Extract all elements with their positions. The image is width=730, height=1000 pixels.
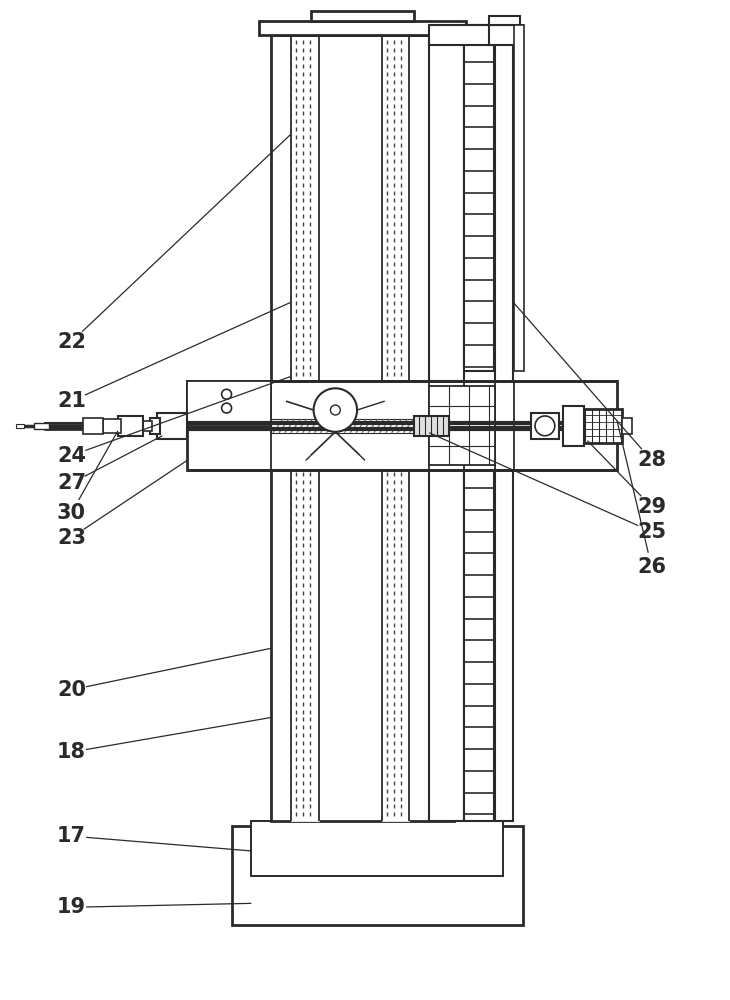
Bar: [429, 470, 464, 821]
Text: 22: 22: [57, 332, 86, 352]
Bar: [34, 423, 49, 429]
Bar: [16, 424, 24, 428]
Text: 20: 20: [57, 680, 86, 700]
Text: 27: 27: [57, 473, 86, 493]
Text: 25: 25: [637, 522, 666, 542]
Circle shape: [331, 405, 340, 415]
Text: 19: 19: [57, 897, 86, 917]
Bar: [514, 25, 524, 371]
Circle shape: [222, 403, 231, 413]
Bar: [496, 30, 513, 821]
Bar: [259, 21, 466, 35]
Text: 26: 26: [637, 557, 666, 577]
Bar: [488, 16, 520, 25]
Bar: [464, 25, 493, 371]
Text: 23: 23: [57, 528, 86, 548]
Bar: [83, 418, 103, 434]
Bar: [429, 35, 464, 381]
Text: 21: 21: [57, 391, 86, 411]
Bar: [271, 35, 454, 381]
Circle shape: [535, 416, 555, 436]
Text: 29: 29: [637, 497, 666, 517]
Bar: [563, 406, 585, 446]
Bar: [150, 418, 161, 434]
Bar: [231, 826, 523, 925]
Bar: [429, 386, 496, 465]
Bar: [464, 470, 493, 821]
Bar: [158, 413, 187, 439]
Bar: [251, 821, 504, 876]
Bar: [531, 413, 558, 439]
Bar: [187, 381, 617, 470]
Bar: [488, 25, 520, 45]
Bar: [429, 25, 523, 45]
Bar: [291, 470, 318, 821]
Bar: [187, 381, 271, 426]
Text: 24: 24: [57, 446, 86, 466]
Bar: [142, 421, 153, 431]
Bar: [271, 419, 429, 433]
Text: 18: 18: [57, 742, 86, 762]
Bar: [622, 418, 632, 434]
Circle shape: [314, 388, 357, 432]
Bar: [415, 416, 449, 436]
Text: 28: 28: [637, 450, 666, 470]
Bar: [382, 470, 410, 821]
Circle shape: [222, 389, 231, 399]
Bar: [103, 419, 121, 433]
Bar: [271, 470, 454, 821]
Bar: [583, 409, 622, 443]
Bar: [311, 11, 415, 21]
Bar: [118, 416, 142, 436]
Text: 17: 17: [57, 826, 86, 846]
Text: 30: 30: [57, 503, 86, 523]
